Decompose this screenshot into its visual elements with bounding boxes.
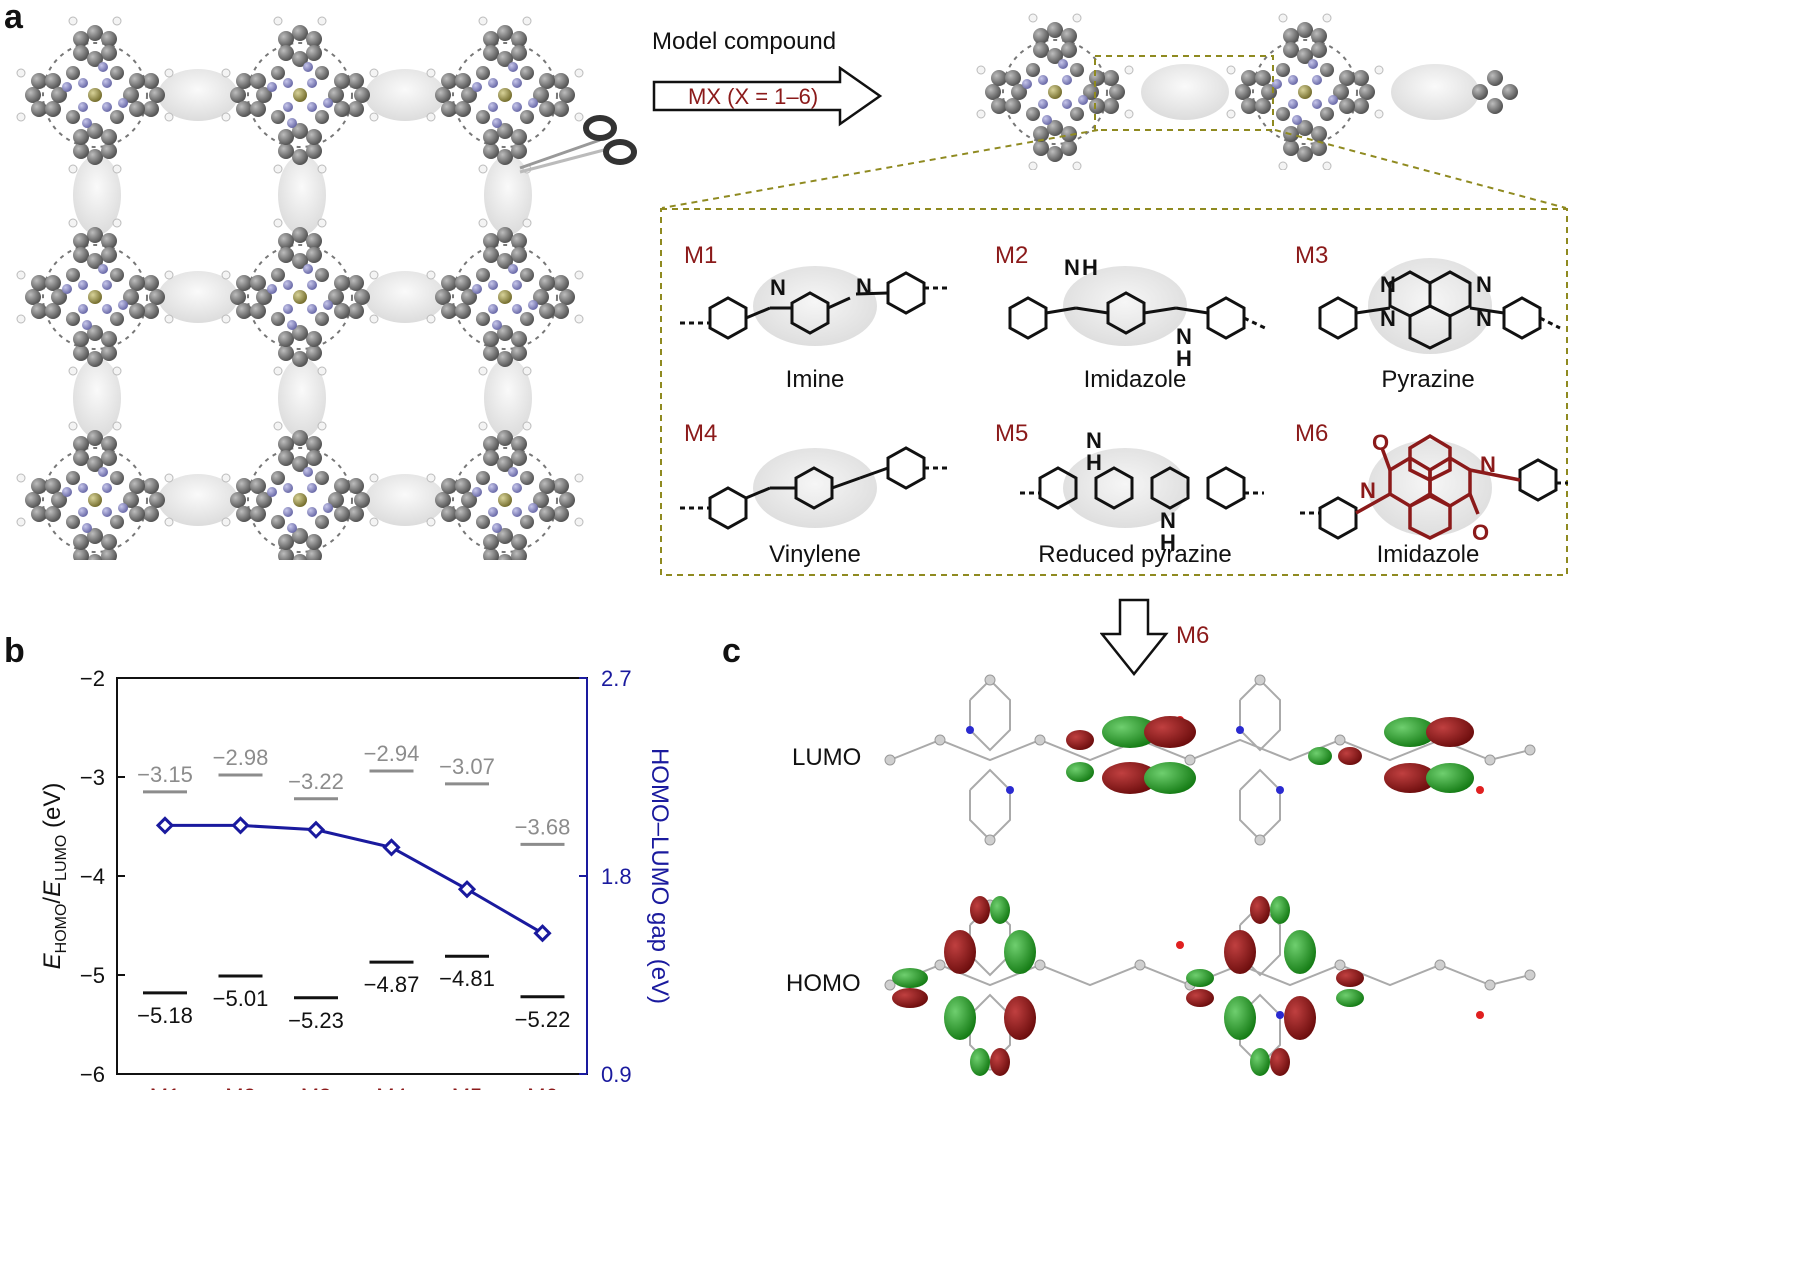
- left-axis-ticks: −2 −3 −4 −5 −6: [80, 666, 125, 1087]
- m1-imine-n-right: N: [856, 274, 872, 299]
- model-compound-illustration: [976, 13, 1518, 170]
- molecule-name-imine: Imine: [785, 366, 845, 393]
- down-arrow-icon: [1100, 598, 1169, 677]
- m2-h-top: H: [1082, 255, 1098, 280]
- ylabel-e2: E: [39, 880, 66, 897]
- m2-nh-bottom: N: [1176, 324, 1192, 349]
- lumo-value-label-m4: −2.94: [364, 741, 420, 766]
- molecule-id-m3: M3: [1295, 242, 1329, 269]
- x-tick-label-m3: M3: [301, 1084, 332, 1090]
- scissors-icon: [519, 115, 637, 174]
- gap-marker-m2: [231, 816, 250, 835]
- gap-marker-m1: [155, 816, 175, 835]
- m2-nh-top: N: [1064, 255, 1080, 280]
- m1-imine-n-left: N: [770, 275, 786, 300]
- m3-n-1: N: [1380, 272, 1396, 297]
- molecule-name-reduced-pyrazine: Reduced pyrazine: [1038, 541, 1232, 568]
- right-tick-label: 2.7: [601, 666, 632, 691]
- m5-h-top: H: [1086, 450, 1102, 475]
- homo-value-label-m6: −5.22: [515, 1007, 571, 1032]
- left-tick-label: −6: [80, 1062, 105, 1087]
- x-tick-label-m4: M4: [376, 1084, 407, 1090]
- molecule-id-m6: M6: [1295, 420, 1329, 447]
- molecule-box: N N N H N H N N N N N H N H O O N N: [660, 208, 1568, 576]
- m6-oxygen-top: O: [1372, 430, 1389, 455]
- orbital-illustration: [884, 674, 1536, 1076]
- x-tick-label-m5: M5: [452, 1084, 483, 1090]
- molecule-name-imidazole: Imidazole: [1083, 366, 1187, 393]
- m6-n-1: N: [1360, 478, 1376, 503]
- homo-value-label-m1: −5.18: [137, 1003, 193, 1028]
- m6-oxygen-bottom: O: [1472, 520, 1489, 545]
- gap-marker-m5: [457, 880, 477, 899]
- x-tick-label-m2: M2: [225, 1084, 256, 1090]
- gap-marker-m4: [382, 838, 401, 857]
- m5-nh-bottom: N: [1160, 508, 1176, 533]
- ylabel-e1: E: [39, 952, 66, 969]
- m2-h-bottom: H: [1176, 346, 1192, 371]
- molecule-name-vinylene: Vinylene: [769, 541, 861, 568]
- ylabel-sub-lumo: LUMO: [53, 835, 70, 881]
- m5-h-bottom: H: [1160, 530, 1176, 555]
- gap-series-markers: [155, 816, 552, 943]
- molecule-name-pyrazine: Pyrazine: [1381, 366, 1475, 393]
- cof-lattice-illustration: [16, 16, 637, 560]
- molecule-name-imidazole-m6: Imidazole: [1376, 541, 1480, 568]
- m5-nh-top: N: [1086, 428, 1102, 453]
- homo-value-label-m4: −4.87: [364, 972, 420, 997]
- gap-series-line: [165, 823, 544, 935]
- gap-marker-m3: [306, 820, 326, 839]
- ylabel-slash: /: [39, 897, 66, 904]
- lumo-label: LUMO: [792, 744, 862, 771]
- right-axis-label: HOMO–LUMO gap (eV): [646, 748, 673, 1004]
- lumo-value-label-m3: −3.22: [288, 769, 344, 794]
- lumo-value-label-m6: −3.68: [515, 814, 571, 839]
- model-compound-label: MX (X = 1–6): [688, 84, 819, 109]
- homo-value-label-m5: −4.81: [439, 966, 495, 991]
- right-tick-label: 0.9: [601, 1062, 632, 1087]
- m6-n-2: N: [1480, 452, 1496, 477]
- molecule-id-m1: M1: [684, 242, 718, 269]
- panel-label-c: c: [722, 632, 741, 670]
- x-tick-label-m1: M1: [150, 1084, 181, 1090]
- molecule-id-m5: M5: [995, 420, 1029, 447]
- right-tick-label: 1.8: [601, 864, 632, 889]
- homo-label: HOMO: [786, 970, 861, 997]
- lumo-value-label-m5: −3.07: [439, 754, 495, 779]
- molecule-id-m4: M4: [684, 420, 718, 447]
- lumo-value-label-m1: −3.15: [137, 762, 193, 787]
- panel-label-a: a: [4, 0, 23, 36]
- m3-n-4: N: [1476, 306, 1492, 331]
- gap-marker-m6: [533, 924, 552, 943]
- m3-n-3: N: [1476, 272, 1492, 297]
- zoom-guide-lines: [661, 129, 1567, 209]
- ylabel-unit: (eV): [39, 783, 66, 835]
- model-compound-title: Model compound: [652, 28, 837, 55]
- molecule-id-m2: M2: [995, 242, 1029, 269]
- homo-value-label-m2: −5.01: [213, 986, 269, 1011]
- homo-value-label-m3: −5.23: [288, 1008, 344, 1033]
- left-tick-label: −2: [80, 666, 105, 691]
- panel-label-b: b: [4, 632, 25, 670]
- x-axis-ticks: M1 M2 M3 M4 M5 M6: [150, 1084, 558, 1090]
- left-axis-label: EHOMO/ELUMO (eV): [39, 783, 70, 970]
- model-compound-arrow: [652, 66, 883, 127]
- left-tick-label: −3: [80, 765, 105, 790]
- m6-arrow-label: M6: [1176, 622, 1210, 649]
- x-tick-label-m6: M6: [527, 1084, 558, 1090]
- right-axis-ticks: 2.7 1.8 0.9: [579, 666, 632, 1087]
- left-tick-label: −4: [80, 864, 105, 889]
- lumo-value-label-m2: −2.98: [213, 745, 269, 770]
- ylabel-sub-homo: HOMO: [53, 904, 70, 954]
- m3-n-2: N: [1380, 306, 1396, 331]
- left-tick-label: −5: [80, 963, 105, 988]
- energy-level-bars: −3.15 −5.18 −2.98 −5.01 −3.22 −5.23 −2.94 −4.87…: [137, 741, 570, 1033]
